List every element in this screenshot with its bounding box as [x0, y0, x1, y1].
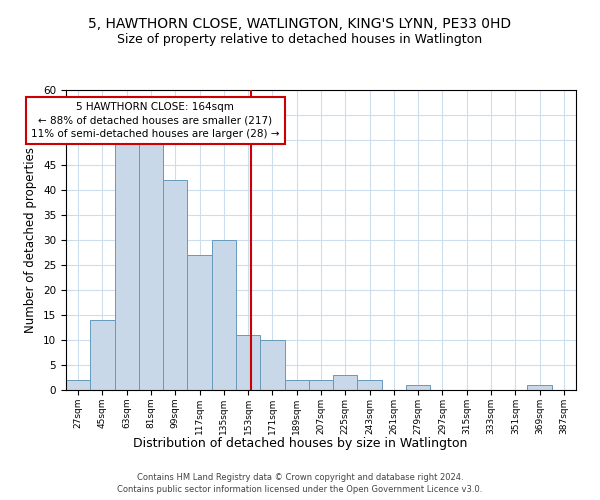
Text: Contains HM Land Registry data © Crown copyright and database right 2024.: Contains HM Land Registry data © Crown c… — [137, 472, 463, 482]
Bar — [406, 385, 430, 390]
Y-axis label: Number of detached properties: Number of detached properties — [25, 147, 37, 333]
Text: Contains public sector information licensed under the Open Government Licence v3: Contains public sector information licen… — [118, 485, 482, 494]
Text: Size of property relative to detached houses in Watlington: Size of property relative to detached ho… — [118, 32, 482, 46]
Text: 5, HAWTHORN CLOSE, WATLINGTON, KING'S LYNN, PE33 0HD: 5, HAWTHORN CLOSE, WATLINGTON, KING'S LY… — [88, 18, 512, 32]
Bar — [66, 380, 90, 390]
Bar — [309, 380, 333, 390]
Bar — [115, 140, 139, 390]
Bar — [260, 340, 284, 390]
Bar — [284, 380, 309, 390]
Bar — [163, 180, 187, 390]
Bar — [187, 255, 212, 390]
Bar — [212, 240, 236, 390]
Text: 5 HAWTHORN CLOSE: 164sqm
← 88% of detached houses are smaller (217)
11% of semi-: 5 HAWTHORN CLOSE: 164sqm ← 88% of detach… — [31, 102, 279, 139]
Bar — [333, 375, 358, 390]
Bar — [139, 140, 163, 390]
Text: Distribution of detached houses by size in Watlington: Distribution of detached houses by size … — [133, 438, 467, 450]
Bar — [236, 335, 260, 390]
Bar — [527, 385, 552, 390]
Bar — [90, 320, 115, 390]
Bar — [358, 380, 382, 390]
